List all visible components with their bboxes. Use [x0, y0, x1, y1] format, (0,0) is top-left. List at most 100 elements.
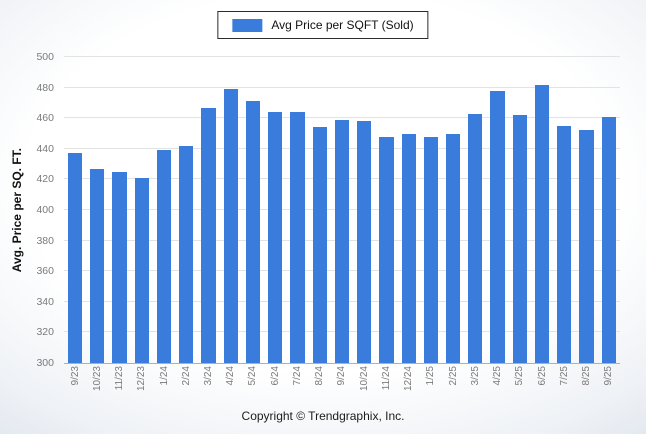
- x-tick-label: 9/24: [336, 366, 348, 386]
- gridline: [64, 86, 620, 88]
- x-slot: 11/24: [375, 366, 397, 410]
- bar-5/24: [245, 101, 261, 363]
- x-slot: 6/25: [531, 366, 553, 410]
- bar-1/25: [423, 136, 438, 363]
- bar-9/25: [601, 116, 616, 363]
- x-tick-label: 9/25: [603, 366, 615, 386]
- x-tick-label: 6/25: [536, 366, 548, 386]
- x-slot: 7/24: [286, 366, 308, 410]
- x-slot: 4/25: [486, 366, 508, 410]
- bar-slot: [175, 57, 197, 363]
- bar-slot: [309, 57, 331, 363]
- legend: Avg Price per SQFT (Sold): [217, 11, 429, 39]
- bar-slot: [598, 57, 620, 363]
- bar-1/24: [156, 150, 172, 363]
- x-tick-label: 9/23: [69, 366, 81, 386]
- bar-5/25: [512, 115, 527, 363]
- bar-slot: [197, 57, 219, 363]
- bar-8/25: [579, 130, 594, 363]
- bar-4/25: [490, 90, 505, 363]
- x-tick-label: 12/24: [403, 366, 415, 392]
- bar-2/24: [179, 145, 194, 363]
- bar-10/24: [357, 121, 372, 363]
- x-slot: 2/25: [442, 366, 464, 410]
- y-axis-ticks: 300 320 340 360 380 400 420 440 460 480 500: [26, 51, 58, 369]
- y-axis-title: Avg. Price per SQ. FT.: [10, 57, 24, 363]
- y-tick-label: 300: [36, 357, 54, 369]
- x-slot: 1/24: [153, 366, 175, 410]
- bar-slot: [575, 57, 597, 363]
- x-slot: 8/24: [309, 366, 331, 410]
- x-slot: 11/23: [108, 366, 130, 410]
- x-tick-label: 11/24: [380, 366, 392, 391]
- bars: [64, 57, 620, 363]
- x-tick-label: 1/24: [158, 366, 170, 386]
- x-slot: 7/25: [553, 366, 575, 410]
- bar-6/24: [268, 112, 283, 363]
- bar-11/23: [112, 171, 127, 363]
- x-tick-label: 10/23: [91, 366, 103, 392]
- bar-slot: [442, 57, 464, 363]
- bar-7/25: [557, 125, 572, 363]
- bar-2/25: [445, 133, 461, 363]
- y-tick-label: 320: [36, 326, 54, 339]
- x-tick-label: 3/24: [203, 366, 215, 386]
- x-axis-labels: 9/23 10/23 11/23 12/23 1/24 2/24 3/24 4/24 5/24 6…: [64, 366, 620, 410]
- x-tick-label: 3/25: [469, 366, 481, 386]
- x-tick-label: 10/24: [358, 366, 370, 392]
- y-tick-label: 480: [36, 81, 54, 94]
- plot-area: [64, 56, 620, 364]
- x-slot: 4/24: [220, 366, 242, 410]
- x-slot: 2/24: [175, 366, 197, 410]
- bar-12/24: [401, 133, 416, 363]
- y-axis-title-text: Avg. Price per SQ. FT.: [10, 147, 24, 273]
- bar-8/24: [312, 127, 327, 363]
- x-tick-label: 8/25: [581, 366, 592, 386]
- bar-slot: [242, 57, 264, 363]
- x-slot: 5/24: [242, 366, 264, 410]
- x-tick-label: 7/25: [558, 366, 570, 386]
- y-tick-label: 340: [36, 295, 54, 308]
- bar-slot: [420, 57, 442, 363]
- legend-label: Avg Price per SQFT (Sold): [271, 18, 414, 32]
- bar-11/24: [379, 136, 394, 363]
- bar-12/23: [134, 177, 149, 363]
- x-slot: 3/25: [464, 366, 486, 410]
- x-slot: 3/24: [197, 366, 219, 410]
- bar-slot: [131, 57, 153, 363]
- x-slot: 6/24: [264, 366, 286, 410]
- x-slot: 12/24: [398, 366, 420, 410]
- x-slot: 1/25: [420, 366, 442, 410]
- x-slot: 10/24: [353, 366, 375, 410]
- x-slot: 9/24: [331, 366, 353, 410]
- y-tick-label: 360: [36, 265, 54, 278]
- bar-slot: [553, 57, 575, 363]
- x-tick-label: 11/23: [114, 366, 126, 391]
- bar-slot: [486, 57, 508, 363]
- y-tick-label: 420: [36, 173, 54, 186]
- bar-slot: [509, 57, 531, 363]
- y-tick-label: 400: [36, 204, 54, 216]
- bar-7/24: [290, 112, 305, 363]
- bar-slot: [286, 57, 308, 363]
- copyright-text: Copyright © Trendgraphix, Inc.: [241, 409, 405, 423]
- x-tick-label: 5/25: [514, 366, 526, 386]
- x-tick-label: 12/23: [136, 366, 148, 392]
- x-tick-label: 2/24: [180, 366, 192, 386]
- bar-slot: [464, 57, 486, 363]
- y-tick-label: 500: [36, 51, 54, 63]
- bar-slot: [353, 57, 375, 363]
- x-slot: 5/25: [509, 366, 531, 410]
- x-tick-label: 4/24: [225, 366, 237, 386]
- x-slot: 10/23: [86, 366, 108, 410]
- y-tick-label: 380: [36, 234, 54, 247]
- x-tick-label: 8/24: [314, 366, 326, 386]
- x-slot: 8/25: [575, 366, 597, 410]
- bar-slot: [375, 57, 397, 363]
- x-tick-label: 2/25: [447, 366, 459, 386]
- bar-slot: [153, 57, 175, 363]
- x-tick-label: 6/24: [269, 366, 281, 386]
- bar-9/23: [68, 153, 83, 363]
- bar-10/23: [90, 168, 105, 363]
